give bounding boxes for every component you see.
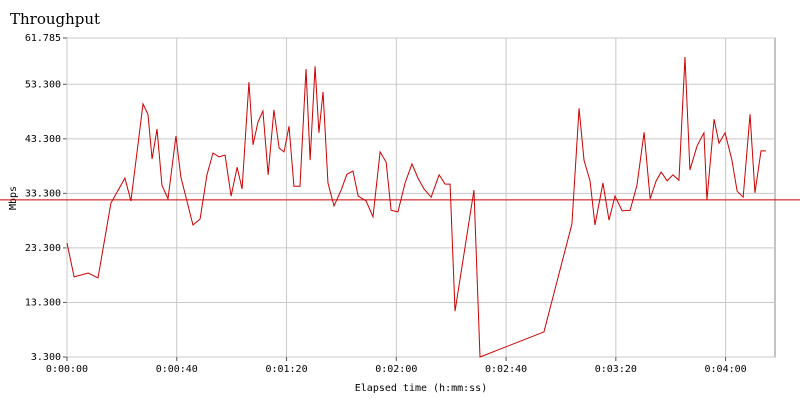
x-tick-label: 0:04:00 <box>705 364 747 375</box>
plot-area <box>66 37 776 358</box>
x-tick-label: 0:02:40 <box>485 364 527 375</box>
y-tick-label: 53.300 <box>25 79 61 90</box>
x-tick-label: 0:01:20 <box>265 364 307 375</box>
y-tick-label: 61.785 <box>25 33 61 44</box>
x-tick-label: 0:02:00 <box>375 364 417 375</box>
y-axis-label: Mbps <box>8 186 19 210</box>
x-tick-label: 0:03:20 <box>595 364 637 375</box>
chart-title: Throughput <box>10 10 100 28</box>
x-tick-label: 0:00:40 <box>156 364 198 375</box>
y-tick-label: 33.300 <box>25 188 61 199</box>
y-tick-label: 43.300 <box>25 134 61 145</box>
y-tick-label: 3.300 <box>31 352 61 363</box>
y-tick-label: 23.300 <box>25 243 61 254</box>
throughput-line <box>66 56 766 358</box>
x-tick-label: 0:00:00 <box>46 364 88 375</box>
x-axis-label: Elapsed time (h:mm:ss) <box>355 383 487 394</box>
y-tick-label: 13.300 <box>25 297 61 308</box>
